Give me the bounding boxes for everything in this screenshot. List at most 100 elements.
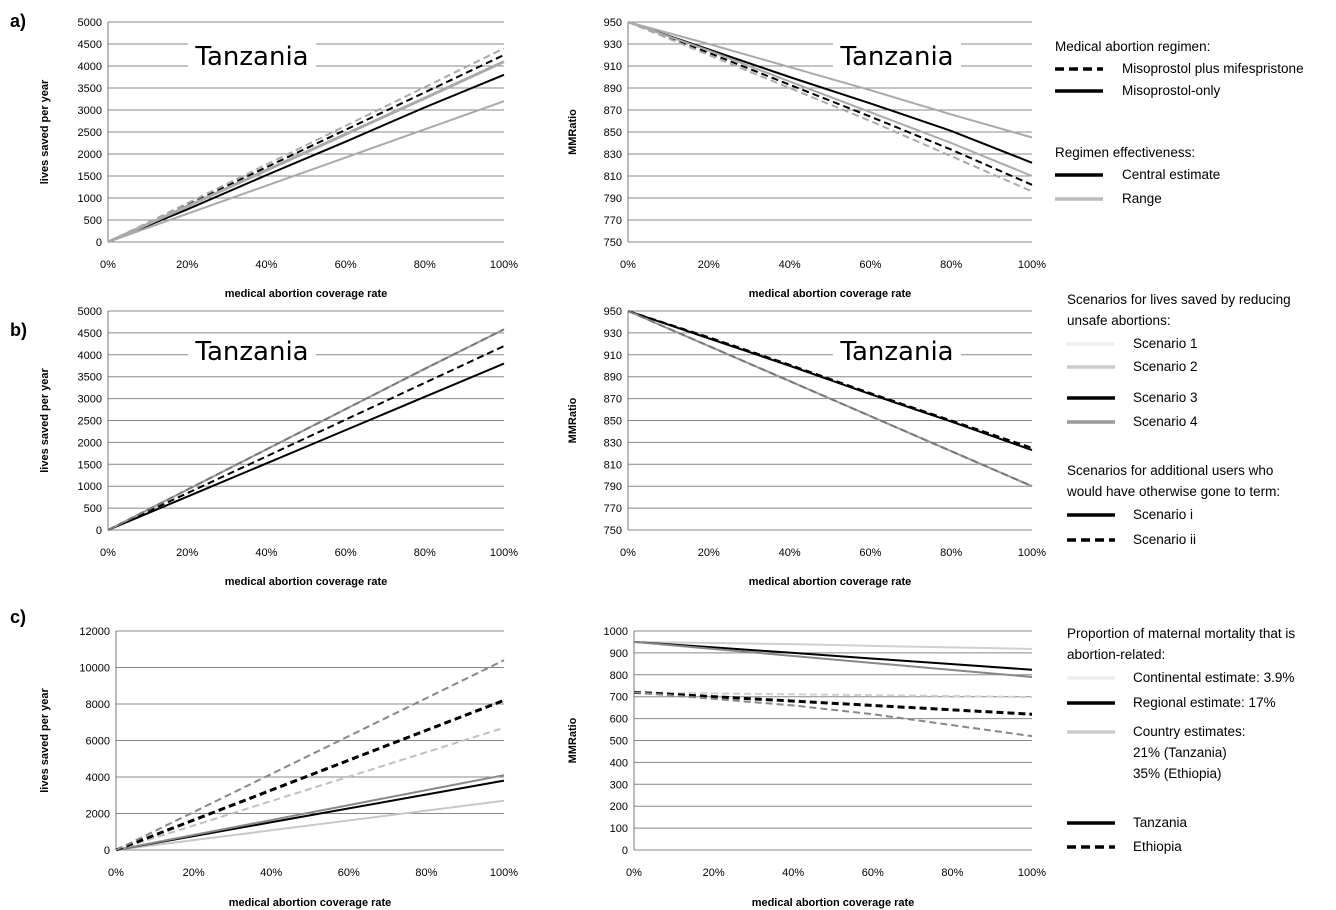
x-tick-label: 20% bbox=[176, 259, 198, 271]
chart-title: Tanzania bbox=[839, 337, 953, 367]
y-tick-label: 0 bbox=[104, 845, 110, 857]
x-tick-label: 0% bbox=[626, 867, 642, 879]
x-tick-label: 80% bbox=[415, 867, 437, 879]
legend-label: 35% (Ethiopia) bbox=[1133, 766, 1222, 781]
y-axis-label: lives saved per year bbox=[39, 687, 51, 792]
x-tick-label: 60% bbox=[859, 547, 881, 559]
y-tick-label: 910 bbox=[604, 350, 622, 362]
y-tick-label: 2500 bbox=[78, 127, 102, 139]
y-tick-label: 850 bbox=[604, 127, 622, 139]
series-line-5 bbox=[633, 690, 1033, 716]
y-tick-label: 6000 bbox=[86, 736, 110, 748]
legend-b: Scenarios for lives saved by reducing uns… bbox=[1066, 292, 1291, 547]
series-line-4 bbox=[115, 726, 505, 851]
chart-a_left: 0 500 1000 1500 2000 2500 3000 3500 4000 4500 5000… bbox=[10, 11, 518, 300]
legend-title: Proportion of maternal mortality that is bbox=[1067, 626, 1295, 641]
series-line-2 bbox=[633, 640, 1033, 671]
chart-title-box bbox=[188, 39, 316, 73]
y-tick-label: 770 bbox=[604, 215, 622, 227]
x-tick-label: 0% bbox=[100, 259, 116, 271]
y-tick-label: 100 bbox=[610, 823, 628, 835]
x-tick-label: 80% bbox=[940, 547, 962, 559]
legend-label: Country estimates: bbox=[1133, 724, 1246, 739]
chart-c_right: 0 100 200 300 400 500 600 700 800 900 1000 0% 20% 40%… bbox=[567, 626, 1046, 909]
chart-title: Tanzania bbox=[839, 42, 953, 72]
x-tick-label: 40% bbox=[260, 867, 282, 879]
y-tick-label: 2000 bbox=[86, 809, 110, 821]
series-line-4 bbox=[627, 21, 1033, 177]
x-tick-label: 100% bbox=[1018, 867, 1046, 879]
y-tick-label: 5000 bbox=[78, 17, 102, 29]
series-line-4 bbox=[107, 328, 505, 531]
x-tick-label: 100% bbox=[1018, 547, 1046, 559]
x-tick-label: 0% bbox=[620, 259, 636, 271]
x-tick-label: 20% bbox=[183, 867, 205, 879]
y-tick-label: 4500 bbox=[78, 39, 102, 51]
x-tick-label: 80% bbox=[414, 547, 436, 559]
series-line-5 bbox=[107, 100, 505, 243]
x-tick-label: 20% bbox=[698, 547, 720, 559]
x-tick-label: 0% bbox=[100, 547, 116, 559]
y-tick-label: 5000 bbox=[78, 306, 102, 318]
chart-a_right: 750 770 790 810 830 850 870 890 910 930 950 0% 20% 40… bbox=[567, 17, 1046, 300]
legend-label: Scenario 2 bbox=[1133, 359, 1198, 374]
y-tick-label: 3000 bbox=[78, 105, 102, 117]
panel-label: a) bbox=[10, 11, 26, 31]
series-line-6 bbox=[633, 691, 1033, 738]
x-tick-label: 40% bbox=[779, 547, 801, 559]
legend-a: Medical abortion regimen: Misoprostol plu… bbox=[1055, 39, 1304, 206]
y-tick-label: 2000 bbox=[78, 149, 102, 161]
y-tick-label: 910 bbox=[604, 61, 622, 73]
y-tick-label: 1000 bbox=[78, 193, 102, 205]
x-tick-label: 20% bbox=[698, 259, 720, 271]
x-tick-label: 80% bbox=[940, 259, 962, 271]
y-axis-label: MMRatio bbox=[567, 109, 579, 155]
legend-label: Scenario ii bbox=[1133, 532, 1196, 547]
y-tick-label: 0 bbox=[622, 845, 628, 857]
x-axis-label: medical abortion coverage rate bbox=[749, 576, 912, 588]
x-tick-label: 40% bbox=[255, 547, 277, 559]
x-tick-label: 80% bbox=[414, 259, 436, 271]
y-tick-label: 870 bbox=[604, 394, 622, 406]
x-tick-label: 40% bbox=[255, 259, 277, 271]
series-line-3 bbox=[115, 774, 505, 851]
legend-title: Scenarios for lives saved by reducing bbox=[1067, 292, 1291, 307]
y-tick-label: 2000 bbox=[78, 437, 102, 449]
x-axis-label: medical abortion coverage rate bbox=[752, 897, 915, 909]
chart-title-box bbox=[188, 334, 316, 368]
y-tick-label: 1500 bbox=[78, 459, 102, 471]
legend-label: Misoprostol-only bbox=[1122, 83, 1221, 98]
x-tick-label: 60% bbox=[338, 867, 360, 879]
chart-title: Tanzania bbox=[194, 337, 308, 367]
y-tick-label: 4000 bbox=[86, 772, 110, 784]
series-line-4 bbox=[627, 310, 1033, 488]
legend-c: Proportion of maternal mortality that is… bbox=[1067, 626, 1295, 854]
y-tick-label: 890 bbox=[604, 83, 622, 95]
y-tick-label: 0 bbox=[96, 237, 102, 249]
legend-label: Ethiopia bbox=[1133, 839, 1182, 854]
y-tick-label: 200 bbox=[610, 801, 628, 813]
y-tick-label: 790 bbox=[604, 481, 622, 493]
legend-label: Range bbox=[1122, 191, 1162, 206]
series-line-1 bbox=[633, 640, 1033, 650]
x-tick-label: 40% bbox=[779, 259, 801, 271]
y-tick-label: 1000 bbox=[604, 626, 628, 638]
y-tick-label: 800 bbox=[610, 670, 628, 682]
legend-label: 21% (Tanzania) bbox=[1133, 745, 1227, 760]
y-tick-label: 1000 bbox=[78, 481, 102, 493]
legend-label: Scenario 4 bbox=[1133, 414, 1198, 429]
legend-title: abortion-related: bbox=[1067, 647, 1165, 662]
series-line-1 bbox=[115, 799, 505, 851]
y-axis-label: lives saved per year bbox=[39, 367, 51, 472]
y-tick-label: 500 bbox=[84, 503, 102, 515]
legend-label: Scenario 1 bbox=[1133, 336, 1198, 351]
chart-b_left: 0 500 1000 1500 2000 2500 3000 3500 4000 4500 5000… bbox=[10, 306, 518, 588]
panel-label: b) bbox=[10, 320, 27, 340]
x-axis-label: medical abortion coverage rate bbox=[229, 897, 392, 909]
chart-title: Tanzania bbox=[194, 42, 308, 72]
chart-title-box bbox=[833, 334, 961, 368]
legend-label: Misoprostol plus mifespristone bbox=[1122, 61, 1304, 76]
y-tick-label: 790 bbox=[604, 193, 622, 205]
y-tick-label: 750 bbox=[604, 525, 622, 537]
